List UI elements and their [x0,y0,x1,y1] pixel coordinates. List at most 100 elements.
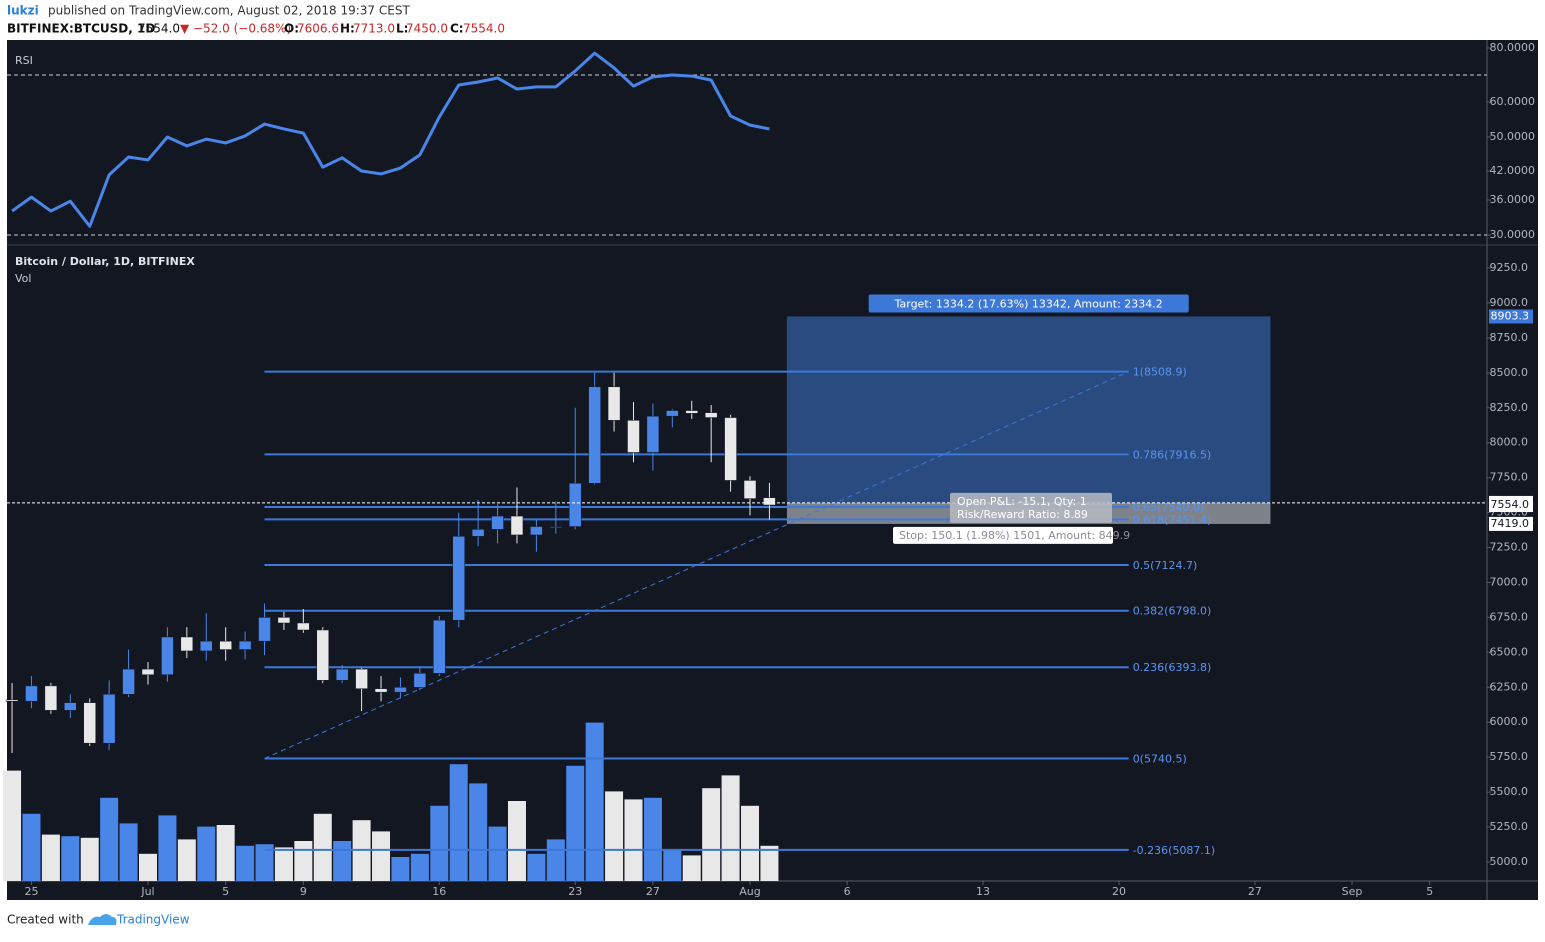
y-tick-label: 5250.0 [1490,820,1529,833]
candle-body [180,636,194,652]
y-tick-label: 7000.0 [1490,575,1529,588]
candle-body [141,668,155,675]
candle-body [588,386,601,484]
x-tick-label: 27 [1248,885,1262,898]
volume-bar [527,853,546,881]
volume-bar [430,805,449,881]
open-value: 7606.6 [297,22,339,36]
volume-bar [643,797,662,881]
y-tick-label: 60.0000 [1490,95,1536,108]
price-tag: 7419.0 [1491,517,1530,530]
pnl-label: Open P&L: -15.1, Qty: 1 [957,495,1087,508]
volume-bar [313,813,332,881]
volume-bar [449,764,468,881]
candle-body [297,622,310,631]
candle-body [44,685,58,711]
volume-bar [507,801,526,881]
last-price: 7554.0 [138,22,180,36]
volume-bar [663,849,682,881]
volume-bar [488,826,507,881]
candle-body [5,699,19,702]
y-tick-label: 80.0000 [1490,41,1536,54]
y-tick-label: 6500.0 [1490,645,1529,658]
volume-bar [605,791,624,881]
volume-bar [721,775,740,881]
candle-body [122,668,135,695]
volume-bar [624,799,643,881]
candle-body [394,687,407,693]
y-tick-label: 6250.0 [1490,680,1529,693]
target-zone [786,316,1271,503]
volume-bar [741,805,760,881]
x-tick-label: 20 [1112,885,1126,898]
fib-label: 0.618(7451.4) [1133,513,1212,526]
y-tick-label: 36.0000 [1490,193,1536,206]
volume-bar [760,845,779,881]
rr-label: Risk/Reward Ratio: 8.89 [957,508,1088,521]
candle-body [258,617,271,642]
footer-brand[interactable]: TradingView [116,913,190,927]
candle-body [374,688,388,693]
volume-bar [158,815,177,881]
x-tick-label: 25 [24,885,38,898]
y-tick-label: 9250.0 [1490,261,1529,274]
stop-label-box [893,526,1113,544]
candle-body [685,410,699,414]
candle-body [646,415,660,453]
close-label: C: [450,22,464,36]
rsi-line [11,51,770,228]
volume-bar [80,837,99,881]
target-label: Target: 1334.2 (17.63%) 13342, Amount: 2… [894,297,1163,310]
y-tick-label: 7250.0 [1490,541,1529,554]
high-label: H: [340,22,355,36]
fib-label: 0.5(7124.7) [1133,559,1198,572]
price-tag-box [1489,516,1533,531]
candle-body [549,526,563,528]
footer-created: Created with [7,913,84,927]
symbol: BITFINEX:BTCUSD, 1D [7,22,155,36]
volume-bar [372,831,391,881]
x-tick-label: Jul [140,885,154,898]
candle-body [724,417,737,481]
x-tick-label: 27 [646,885,660,898]
candle-body [704,412,718,418]
fib-label: 0.236(6393.8) [1133,661,1212,674]
volume-bar [410,853,429,881]
x-tick-label: 23 [568,885,582,898]
candle-body [530,526,543,536]
volume-title: Vol [15,272,31,285]
fib-label: 0.65(7540.0) [1133,501,1205,514]
target-label-box [868,294,1189,313]
y-tick-label: 5750.0 [1490,750,1529,763]
candle-body [316,629,330,681]
volume-bar [546,839,565,881]
author: lukzi [7,4,39,18]
published: published on TradingView.com, August 02,… [48,4,410,18]
x-tick-label: 6 [844,885,851,898]
candle-body [161,636,174,675]
y-tick-label: 6000.0 [1490,715,1529,728]
x-tick-label: 16 [432,885,446,898]
candle-body [25,685,38,702]
price-tag-box [1489,309,1533,324]
y-tick-label: 42.0000 [1490,164,1536,177]
y-tick-label: 5000.0 [1490,855,1529,868]
volume-bar [41,834,60,881]
y-tick-label: 30.0000 [1490,228,1536,241]
candle-body [627,420,640,453]
high-value: 7713.0 [353,22,395,36]
volume-bar [585,722,604,881]
x-tick-label: Sep [1342,885,1363,898]
candle-body [491,515,504,530]
x-tick-label: 13 [976,885,990,898]
volume-bar [333,841,352,881]
low-value: 7450.0 [406,22,448,36]
volume-bar [216,825,235,881]
price-tag: 8903.3 [1491,309,1530,322]
fib-label: 0(5740.5) [1133,752,1187,765]
candle-body [666,410,679,417]
y-tick-label: 5500.0 [1490,785,1529,798]
stop-label: Stop: 150.1 (1.98%) 1501, Amount: 849.9 [899,529,1130,542]
volume-bar [22,813,41,881]
